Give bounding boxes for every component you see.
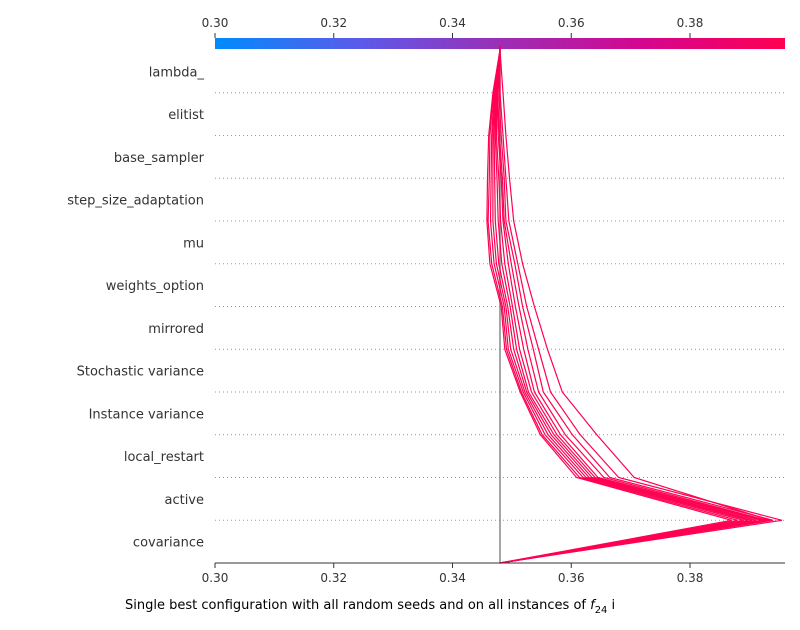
decision-line <box>487 46 738 564</box>
x-tick-label: 0.32 <box>320 571 347 585</box>
feature-label: Instance variance <box>89 407 204 422</box>
x-tick-label: 0.34 <box>439 571 466 585</box>
feature-label: Stochastic variance <box>77 365 204 380</box>
decision-line <box>495 46 762 564</box>
decision-line <box>486 46 732 564</box>
feature-label: base_sampler <box>114 151 205 166</box>
feature-label: active <box>164 493 204 508</box>
feature-label: local_restart <box>124 450 204 465</box>
feature-label: step_size_adaptation <box>67 194 204 209</box>
decision-line <box>493 46 753 564</box>
top-tick-label: 0.34 <box>439 16 466 30</box>
colorbar <box>215 38 785 49</box>
top-tick-label: 0.36 <box>558 16 585 30</box>
decision-line <box>489 46 744 564</box>
feature-label: lambda_ <box>149 65 205 80</box>
x-axis-label: Single best configuration with all rando… <box>125 598 615 616</box>
feature-label: covariance <box>133 536 204 551</box>
feature-label: mirrored <box>148 322 204 337</box>
top-tick-label: 0.30 <box>202 16 229 30</box>
x-tick-label: 0.38 <box>677 571 704 585</box>
decision-line <box>496 46 768 564</box>
decision-line <box>499 46 771 564</box>
x-tick-label: 0.30 <box>202 571 229 585</box>
decision-line <box>492 46 749 564</box>
decision-line <box>499 46 783 564</box>
feature-label: mu <box>183 236 204 251</box>
feature-label: weights_option <box>106 279 204 294</box>
decision-line <box>498 46 774 564</box>
decision-line <box>496 46 765 564</box>
decision-line <box>494 46 757 564</box>
top-tick-label: 0.38 <box>677 16 704 30</box>
x-tick-label: 0.36 <box>558 571 585 585</box>
feature-label: elitist <box>168 108 204 123</box>
top-tick-label: 0.32 <box>320 16 347 30</box>
